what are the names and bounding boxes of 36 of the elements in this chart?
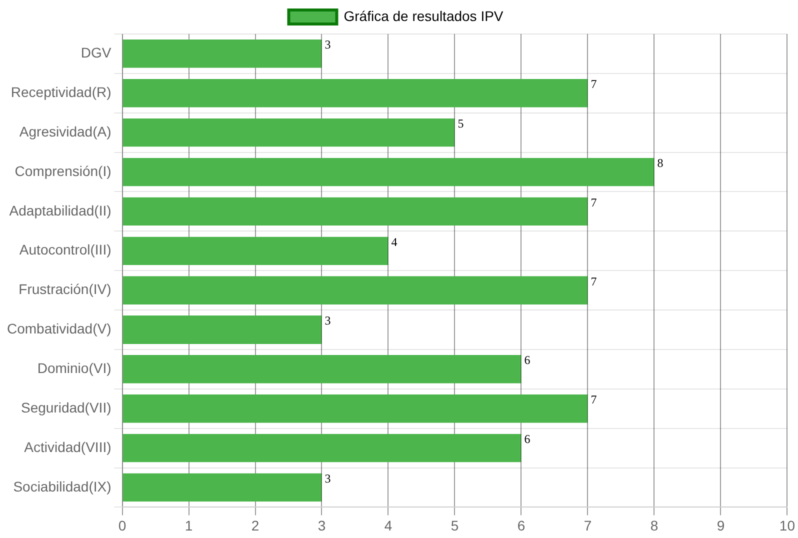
y-tick-label: Dominio(VI): [37, 360, 112, 376]
x-tick-label: 9: [716, 517, 725, 534]
data-label: 7: [590, 77, 597, 92]
data-label: 5: [458, 116, 464, 131]
data-label: 3: [324, 471, 331, 486]
x-tick-label: 2: [251, 517, 260, 534]
data-label: 3: [324, 314, 331, 328]
x-tick-label: 8: [650, 517, 658, 534]
x-tick-label: 4: [384, 517, 392, 534]
y-tick-label: Frustración(IV): [18, 281, 112, 298]
x-tick-label: 10: [779, 517, 796, 534]
y-tick-label: Autocontrol(III): [19, 242, 112, 258]
x-tick-label: 1: [184, 517, 193, 534]
x-tick-label: 0: [118, 517, 126, 534]
legend-label: Gráfica de resultados IPV: [344, 8, 504, 24]
y-tick-label: Seguridad(VII): [20, 399, 112, 416]
y-tick-label: Sociabilidad(IX): [13, 478, 112, 494]
data-label: 4: [391, 234, 398, 249]
x-tick-label: 7: [584, 517, 592, 534]
data-label: 3: [324, 38, 331, 52]
data-label: 7: [590, 392, 597, 407]
data-label: 6: [524, 432, 530, 446]
x-tick-label: 5: [450, 517, 459, 534]
y-tick-label: DGV: [80, 44, 112, 61]
data-label: 6: [524, 353, 530, 368]
y-tick-label: Adaptabilidad(II): [9, 202, 112, 218]
y-tick-label: Actividad(VIII): [24, 438, 112, 455]
data-label: 8: [657, 156, 664, 170]
data-label: 7: [590, 274, 597, 288]
y-tick-label: Receptividad(R): [10, 84, 112, 100]
y-tick-label: Combatividad(V): [6, 320, 112, 337]
y-tick-label: Comprensión(I): [14, 162, 112, 179]
y-tick-label: Agresividad(A): [19, 123, 112, 140]
x-tick-label: 6: [517, 517, 526, 534]
data-label: 7: [590, 195, 597, 210]
x-tick-label: 3: [318, 517, 326, 534]
